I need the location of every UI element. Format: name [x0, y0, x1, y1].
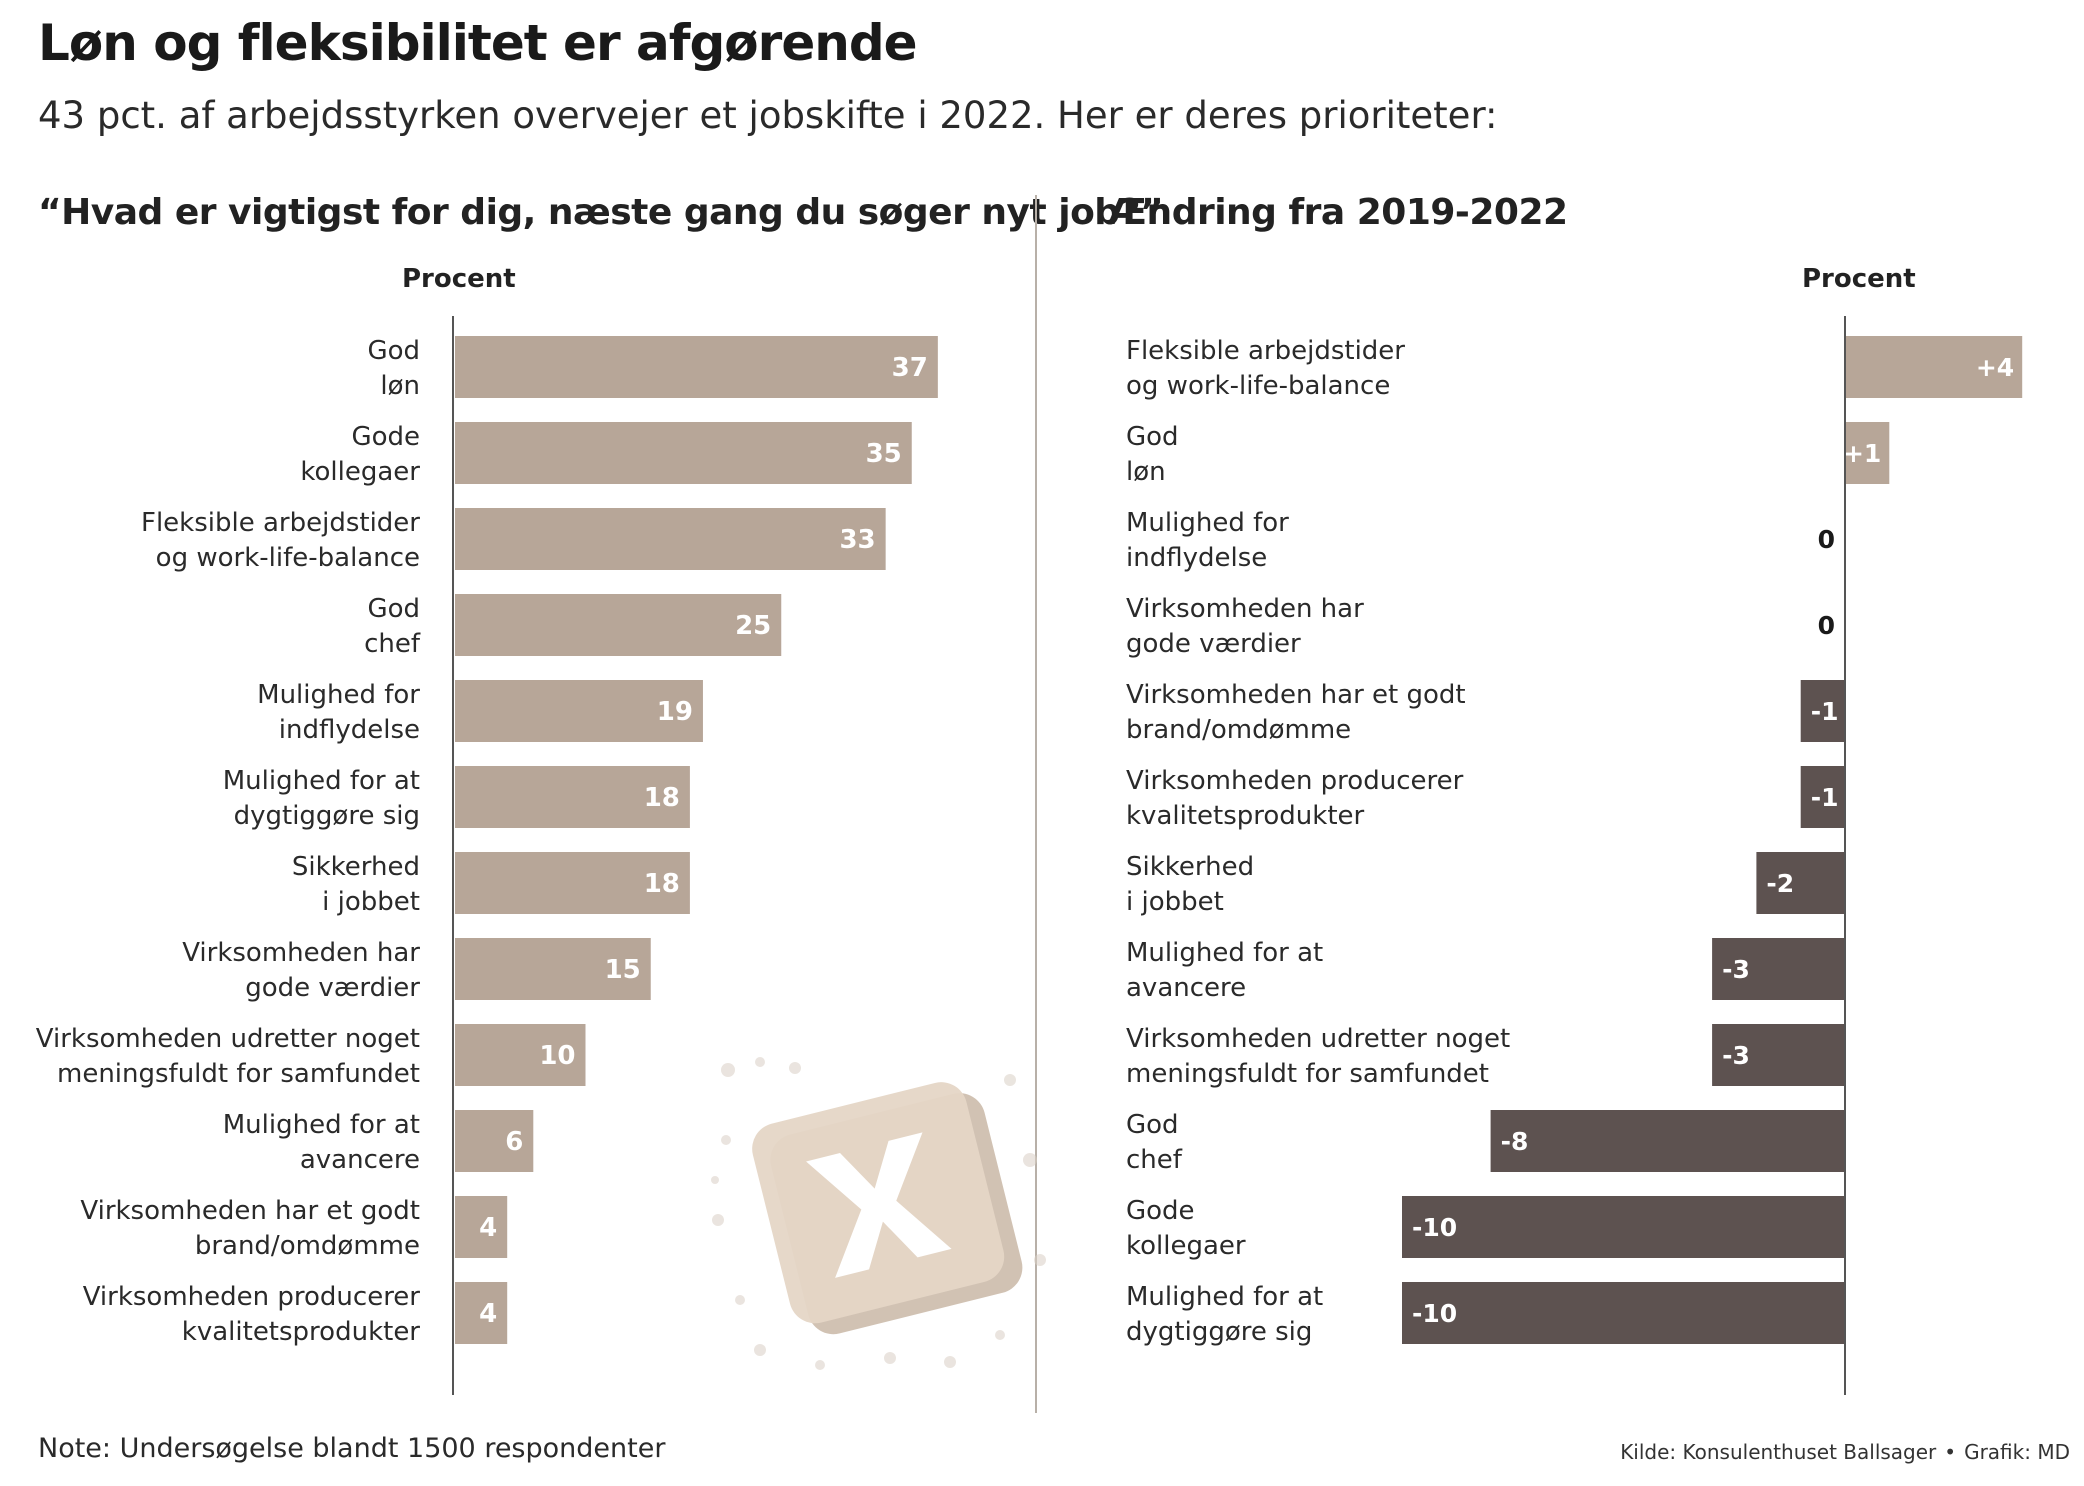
left-category-label: Virksomheden udretter noget meningsfuldt …	[36, 1024, 420, 1089]
left-category-label: Gode kollegaer	[300, 422, 420, 487]
right-bar-value: -2	[1766, 869, 1794, 898]
footer-separator: •	[1944, 1440, 1957, 1464]
right-category-label: God chef	[1126, 1110, 1183, 1175]
left-bar	[455, 1024, 586, 1086]
panel-divider	[1035, 195, 1037, 1413]
right-bar-value: 0	[1818, 611, 1835, 640]
footer-credit: Kilde: Konsulenthuset Ballsager • Grafik: …	[1620, 1440, 2070, 1464]
right-category-label: Fleksible arbejdstider og work-life-balan…	[1126, 336, 1405, 401]
right-bar-value: -8	[1501, 1127, 1529, 1156]
left-bar	[455, 1110, 534, 1172]
right-category-label: Virksomheden har gode værdier	[1126, 594, 1364, 659]
right-bar-value: -10	[1412, 1213, 1457, 1242]
footer-note: Note: Undersøgelse blandt 1500 responden…	[38, 1433, 666, 1464]
right-category-label: Mulighed for indflydelse	[1126, 508, 1289, 573]
left-chart: 37 God løn 35 Gode kollegaer 33 Fleksible arbej…	[36, 316, 938, 1395]
left-bar-value: 25	[735, 611, 771, 641]
right-bar-value: -3	[1722, 1041, 1750, 1070]
left-unit-label: Procent	[402, 264, 516, 294]
left-category-label: Virksomheden producerer kvalitetsprodukte…	[83, 1282, 421, 1347]
left-category-label: Mulighed for indflydelse	[257, 680, 420, 745]
left-bar-value: 33	[839, 525, 875, 555]
left-bar	[455, 1196, 508, 1258]
right-bar-negative	[1402, 1282, 1845, 1344]
left-bar-value: 10	[539, 1041, 575, 1071]
left-bar	[455, 766, 690, 828]
left-category-label: Fleksible arbejdstider og work-life-balan…	[141, 508, 420, 573]
right-category-label: Virksomheden producerer kvalitetsprodukte…	[1126, 766, 1464, 831]
left-bar	[455, 1282, 508, 1344]
left-chart-title: “Hvad er vigtigst for dig, næste gang du…	[38, 192, 1164, 233]
page-title: Løn og fleksibilitet er afgørende	[38, 14, 918, 72]
left-bar-value: 6	[505, 1127, 523, 1157]
right-chart-title: Ændring fra 2019-2022	[1108, 192, 1568, 233]
right-bar-negative	[1490, 1110, 1845, 1172]
right-category-label: Virksomheden har et godt brand/omdømme	[1126, 680, 1466, 745]
left-bar	[455, 938, 651, 1000]
right-bar-value: -10	[1412, 1299, 1457, 1328]
right-bar-value: +1	[1843, 439, 1881, 468]
right-category-label: Mulighed for at dygtiggøre sig	[1126, 1282, 1323, 1347]
right-category-label: Gode kollegaer	[1126, 1196, 1246, 1261]
left-bar-value: 15	[605, 955, 641, 985]
right-category-label: Sikkerhed i jobbet	[1126, 852, 1254, 917]
right-bar-positive	[1845, 422, 1890, 484]
footer-graphic: Grafik: MD	[1964, 1440, 2070, 1464]
right-bar-negative	[1712, 1024, 1845, 1086]
left-bar-value: 37	[892, 353, 928, 383]
right-unit-label: Procent	[1802, 264, 1916, 294]
left-bar	[455, 594, 782, 656]
right-bar-negative	[1800, 766, 1845, 828]
x-logo-icon	[711, 1057, 1046, 1370]
left-bar-value: 19	[657, 697, 693, 727]
right-bar-negative	[1712, 938, 1845, 1000]
left-bar-value: 35	[866, 439, 902, 469]
right-bar-value: -1	[1811, 783, 1839, 812]
left-bar	[455, 508, 886, 570]
right-bar-value: 0	[1818, 525, 1835, 554]
right-category-label: Mulighed for at avancere	[1126, 938, 1323, 1003]
right-chart: +4 Fleksible arbejdstider og work-life-bal…	[1126, 316, 2023, 1395]
left-category-label: God chef	[364, 594, 421, 659]
right-category-label: God løn	[1126, 422, 1179, 487]
left-bar-value: 18	[644, 783, 680, 813]
right-bar-value: +4	[1976, 353, 2014, 382]
left-category-label: Virksomheden har gode værdier	[182, 938, 420, 1003]
left-bar	[455, 422, 912, 484]
left-bar-value: 4	[479, 1299, 497, 1329]
left-bar-value: 4	[479, 1213, 497, 1243]
left-category-label: Mulighed for at dygtiggøre sig	[223, 766, 420, 831]
left-category-label: Mulighed for at avancere	[223, 1110, 420, 1175]
right-bar-negative	[1756, 852, 1845, 914]
footer-source: Kilde: Konsulenthuset Ballsager	[1620, 1440, 1937, 1464]
right-bar-negative	[1800, 680, 1845, 742]
right-category-label: Virksomheden udretter noget meningsfuldt …	[1126, 1024, 1510, 1089]
left-category-label: Virksomheden har et godt brand/omdømme	[80, 1196, 420, 1261]
left-bar	[455, 680, 703, 742]
left-bar	[455, 336, 938, 398]
left-bar	[455, 852, 690, 914]
right-bar-negative	[1402, 1196, 1845, 1258]
page-subtitle: 43 pct. af arbejdsstyrken overvejer et j…	[38, 94, 1498, 137]
left-bar-value: 18	[644, 869, 680, 899]
right-bar-value: -3	[1722, 955, 1750, 984]
right-bar-value: -1	[1811, 697, 1839, 726]
left-category-label: God løn	[367, 336, 420, 401]
left-category-label: Sikkerhed i jobbet	[292, 852, 420, 917]
right-bar-positive	[1845, 336, 2023, 398]
